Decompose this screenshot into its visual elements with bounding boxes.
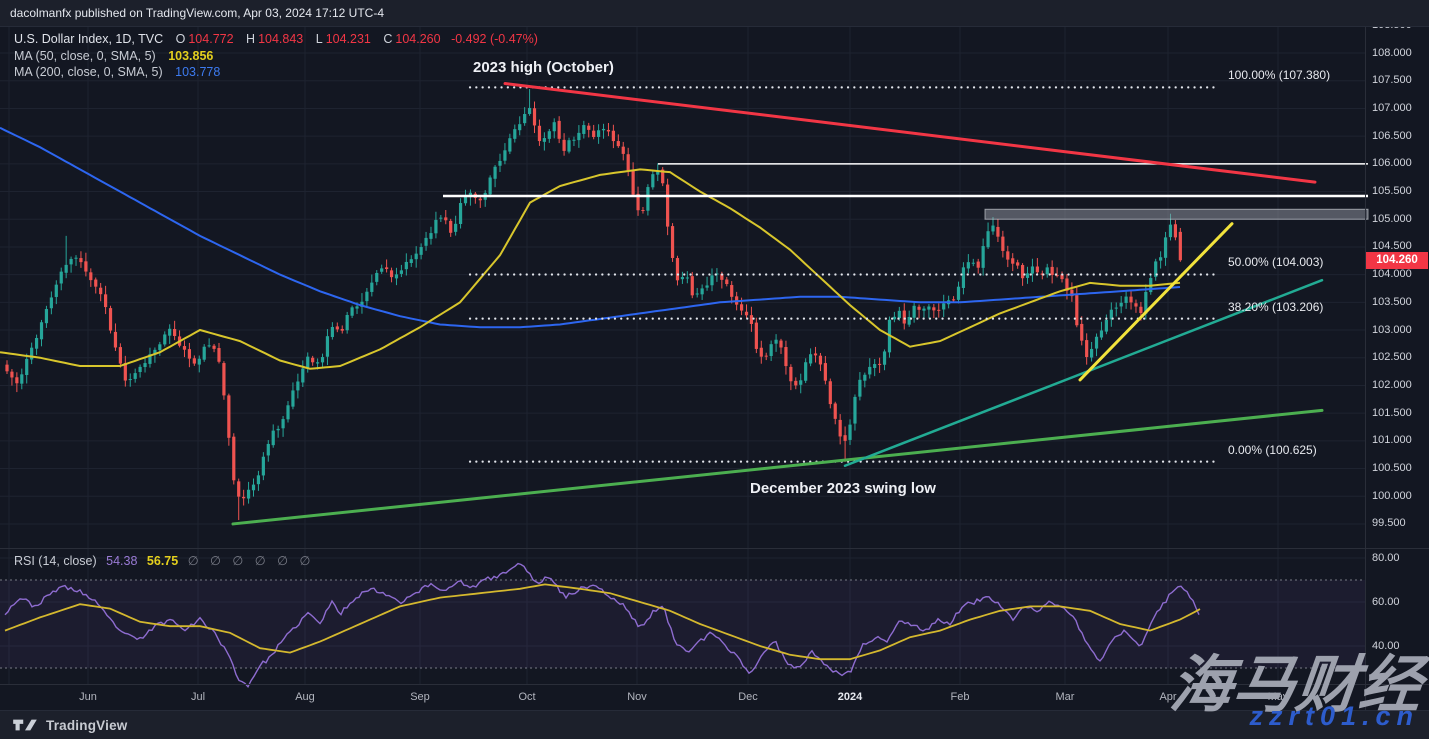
ma200-legend-row: MA (200, close, 0, SMA, 5) 103.778 [14, 64, 541, 81]
rsi-tick-label: 40.00 [1372, 639, 1400, 652]
open-value: 104.772 [188, 32, 234, 46]
close-letter: C [383, 32, 393, 46]
time-tick-label: May [1267, 691, 1289, 703]
tradingview-logo-text[interactable]: TradingView [46, 717, 128, 733]
rsi-ma-value: 56.75 [146, 554, 179, 568]
time-tick-label: Mar [1055, 691, 1075, 703]
horizontal-lines [443, 163, 1368, 198]
price-tick-label: 107.500 [1372, 74, 1412, 87]
rsi-empty-slots: ∅ ∅ ∅ ∅ ∅ ∅ [187, 554, 315, 568]
price-tick-label: 108.000 [1372, 46, 1412, 59]
candlesticks [5, 89, 1182, 521]
chart-legend: U.S. Dollar Index, 1D, TVC O 104.772 H 104… [14, 31, 541, 81]
symbol-title: U.S. Dollar Index, 1D, TVC [14, 32, 164, 46]
time-tick-label: Apr [1159, 691, 1177, 703]
time-tick-label: 2024 [837, 691, 863, 703]
low-value: 104.231 [325, 32, 371, 46]
change-value: -0.492 (-0.47%) [451, 32, 538, 46]
rsi-lines [4, 562, 1201, 689]
close-value: 104.260 [395, 32, 441, 46]
rsi-line [4, 562, 1200, 689]
fib-retracement-lines [468, 86, 1220, 463]
bottom-bar: TradingView [0, 710, 1429, 739]
time-tick-label: Jun [79, 691, 97, 703]
price-tick-label: 101.000 [1372, 434, 1412, 447]
price-tick-label: 107.000 [1372, 101, 1412, 114]
ma50-line [0, 168, 1181, 370]
price-tick-label: 106.500 [1372, 129, 1412, 142]
annotation-2023-high: 2023 high (October) [473, 59, 614, 76]
ma50-legend-row: MA (50, close, 0, SMA, 5) 103.856 [14, 48, 541, 65]
ma200-value: 103.778 [175, 65, 221, 79]
price-tick-label: 103.500 [1372, 295, 1412, 308]
symbol-legend-row: U.S. Dollar Index, 1D, TVC O 104.772 H 104… [14, 31, 541, 48]
price-tick-label: 102.000 [1372, 378, 1412, 391]
fib-level-label: 50.00% (104.003) [1228, 255, 1324, 270]
rsi-tick-label: 60.00 [1372, 595, 1400, 608]
short-term-uptrend [1078, 222, 1234, 382]
rsi-value: 54.38 [106, 554, 138, 568]
price-tick-label: 101.500 [1372, 406, 1412, 419]
price-tick-label: 104.500 [1372, 240, 1412, 253]
tradingview-logo-icon[interactable] [12, 717, 38, 733]
uptrend-from-december-low [843, 278, 1324, 468]
price-tick-label: 102.500 [1372, 351, 1412, 364]
ma200-label: MA (200, close, 0, SMA, 5) [14, 65, 163, 79]
downtrend-from-2023-high [503, 82, 1317, 184]
time-tick-label: Jul [190, 691, 206, 703]
price-tick-label: 105.000 [1372, 212, 1412, 225]
price-tick-label: 100.500 [1372, 462, 1412, 475]
annotation-december-low: December 2023 swing low [750, 480, 936, 497]
fib-level-label: 0.00% (100.625) [1228, 442, 1317, 457]
price-tick-label: 100.000 [1372, 489, 1412, 502]
trendlines [231, 82, 1324, 526]
publish-text: dacolmanfx published on TradingView.com,… [10, 6, 385, 20]
moving-averages [0, 126, 1181, 370]
high-letter: H [246, 32, 256, 46]
low-letter: L [315, 32, 323, 46]
ma50-label: MA (50, close, 0, SMA, 5) [14, 48, 156, 63]
last-price-badge: 104.260 [1366, 251, 1428, 269]
time-tick-label: Sep [410, 691, 430, 703]
ma50-value: 103.856 [168, 48, 214, 63]
rsi-label: RSI (14, close) [14, 554, 97, 568]
price-tick-label: 105.500 [1372, 185, 1412, 198]
pane-separators [0, 27, 1429, 710]
price-tick-label: 104.000 [1372, 268, 1412, 281]
fib-level-label: 38.20% (103.206) [1228, 299, 1324, 314]
uptrend-from-july-low [231, 408, 1324, 526]
price-tick-label: 106.000 [1372, 157, 1412, 170]
rsi-tick-label: 80.00 [1372, 551, 1400, 564]
time-tick-label: Dec [738, 691, 758, 703]
rsi-legend: RSI (14, close) 54.38 56.75 ∅ ∅ ∅ ∅ ∅ ∅ [14, 553, 314, 568]
rsi-ma-line [4, 583, 1201, 661]
grid-lines [0, 24, 1365, 684]
time-tick-label: Aug [295, 691, 315, 703]
price-tick-label: 103.000 [1372, 323, 1412, 336]
watermark-site: zzrt01.cn [1249, 701, 1419, 731]
ma200-line [0, 126, 1181, 329]
price-tick-label: 99.500 [1372, 517, 1406, 530]
publish-bar: dacolmanfx published on TradingView.com,… [0, 0, 1429, 27]
high-value: 104.843 [258, 32, 304, 46]
time-tick-label: Nov [627, 691, 647, 703]
fib-level-label: 100.00% (107.380) [1228, 68, 1331, 83]
open-letter: O [175, 32, 186, 46]
time-tick-label: Feb [950, 691, 970, 703]
time-tick-label: Oct [518, 691, 536, 703]
supply-zone [984, 208, 1369, 220]
